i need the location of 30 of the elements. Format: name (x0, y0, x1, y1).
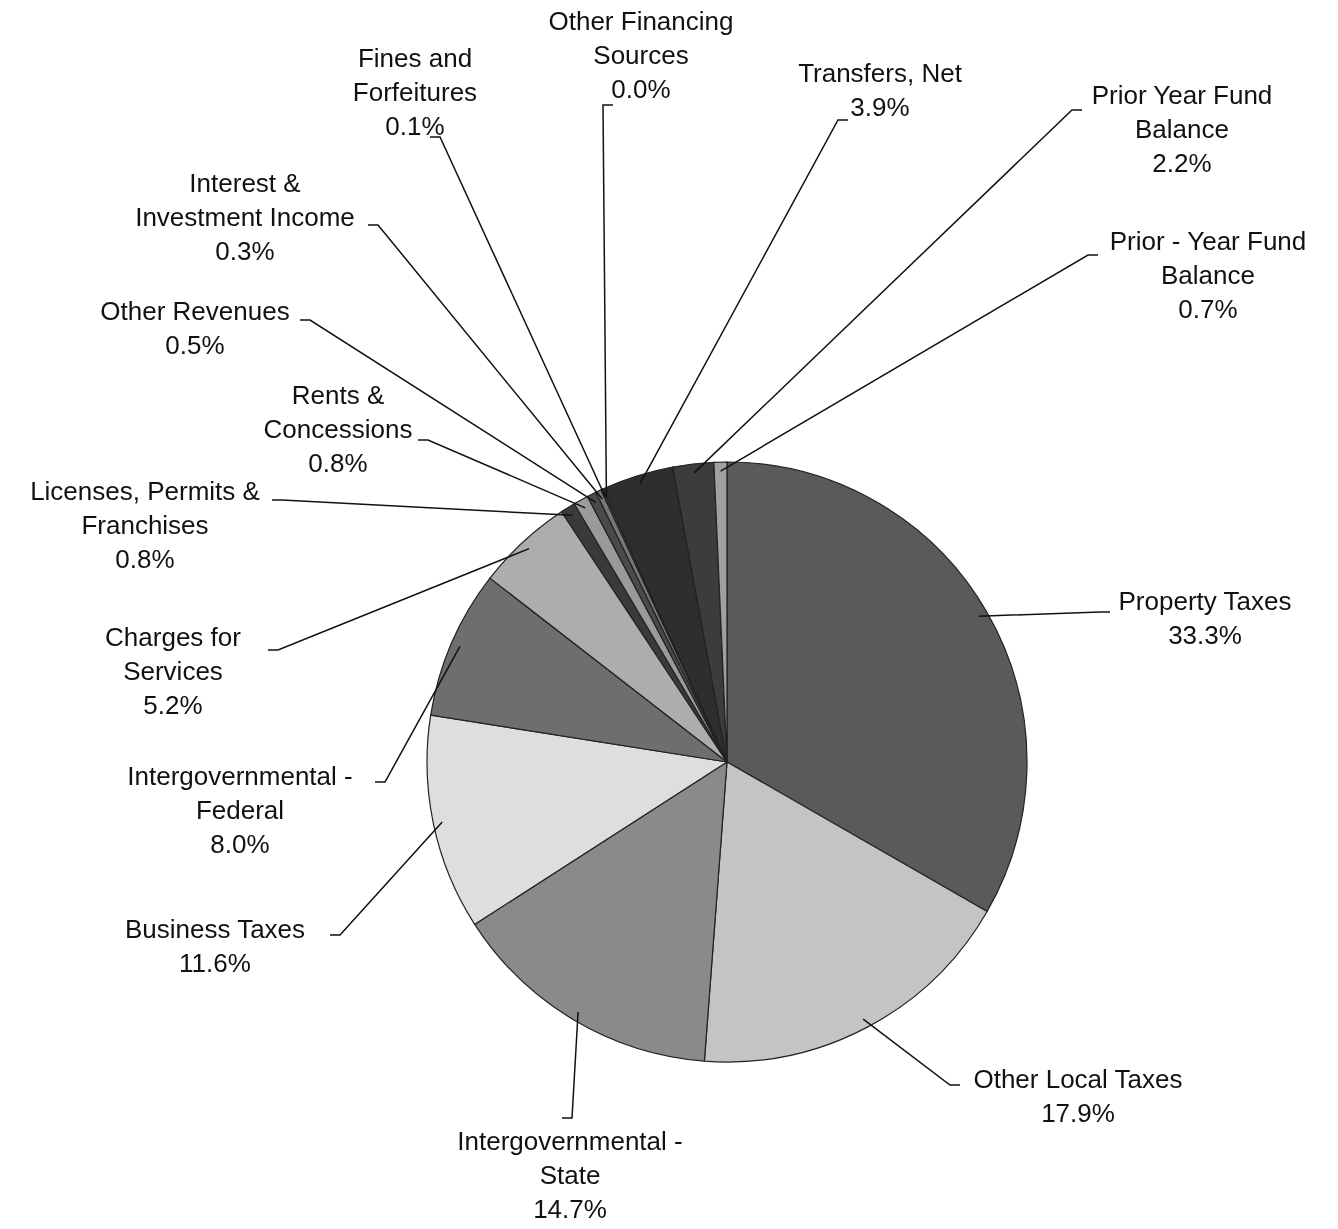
slice-label: Prior - Year Fund Balance (1109, 226, 1307, 290)
data-label: 0.3% (215, 236, 275, 266)
category-label: Other Financing Sources (548, 6, 734, 70)
slice-label: Transfers, Net (798, 58, 963, 88)
data-label: 0.8% (115, 544, 175, 574)
data-label: 8.0% (210, 829, 270, 859)
data-label: 3.9% (850, 92, 910, 122)
slice-label: Other Local Taxes (973, 1064, 1183, 1094)
slice-label: Fines and Forfeitures (352, 43, 478, 107)
text: 0.0% (611, 74, 671, 104)
slice-label: Licenses, Permits & Franchises (30, 476, 260, 540)
slice-label: Other Revenues (100, 296, 290, 326)
slice-label: Intergovernmental - Federal (127, 761, 353, 825)
slice-label: Charges for Services (105, 622, 242, 686)
data-label: 17.9% (1041, 1098, 1115, 1128)
slice-label: Interest & Investment Income (135, 168, 355, 232)
data-label: 11.6% (179, 948, 251, 978)
data-label: 0.8% (308, 448, 368, 478)
data-label: 5.2% (143, 690, 203, 720)
data-label: 0.1% (385, 111, 445, 141)
data-label: 2.2% (1152, 148, 1212, 178)
data-label: 0.5% (165, 330, 225, 360)
data-label: 33.3% (1168, 620, 1242, 650)
data-label: 0.7% (1178, 294, 1238, 324)
data-label: 14.7% (533, 1194, 607, 1224)
slice-label: Rents & Concessions (263, 380, 413, 444)
slice-label: Prior Year Fund Balance (1091, 80, 1273, 144)
slice-label: Intergovernmental - State (457, 1126, 683, 1190)
slice-label: Property Taxes (1118, 586, 1292, 616)
slice-label: Business Taxes (124, 914, 306, 944)
